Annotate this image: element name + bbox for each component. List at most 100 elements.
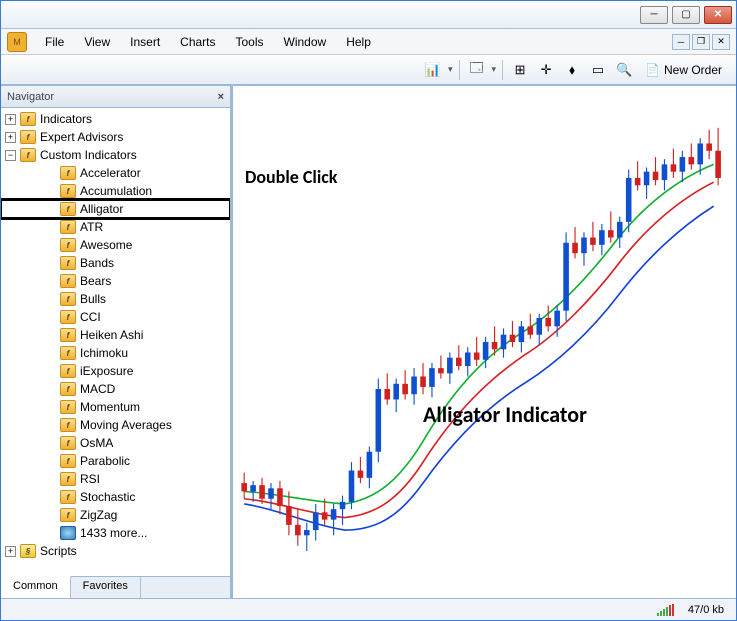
menu-charts[interactable]: Charts [170, 32, 225, 52]
tree-label: RSI [80, 472, 100, 486]
tester-icon[interactable]: 🔍 [613, 59, 635, 81]
tree-label: Accumulation [80, 184, 152, 198]
tab-common[interactable]: Common [1, 576, 71, 598]
candle-body [331, 509, 337, 519]
candle-body [688, 157, 694, 164]
indicator-icon: f [60, 508, 76, 522]
menu-view[interactable]: View [74, 32, 120, 52]
candle-body [420, 376, 426, 386]
tree-item-osma[interactable]: fOsMA [1, 434, 230, 452]
indicator-icon: f [20, 148, 36, 162]
candle-body [662, 164, 668, 180]
candle-body [340, 502, 346, 509]
candle-body [447, 358, 453, 374]
tree-node-scripts[interactable]: +§Scripts [1, 542, 230, 560]
candle-body [367, 452, 373, 478]
chart-area[interactable]: Double Click Alligator Indicator [233, 86, 736, 598]
candle-body [536, 318, 542, 335]
tree-label: ATR [80, 220, 103, 234]
menu-tools[interactable]: Tools [226, 32, 274, 52]
menu-help[interactable]: Help [336, 32, 381, 52]
tree-item-heiken-ashi[interactable]: f Heiken Ashi [1, 326, 230, 344]
menu-window[interactable]: Window [274, 32, 337, 52]
tree-node-indicators[interactable]: +fIndicators [1, 110, 230, 128]
mdi-restore-button[interactable]: ❐ [692, 34, 710, 50]
titlebar: ─ ▢ ✕ [1, 1, 736, 29]
candle-body [438, 368, 444, 373]
tree-label: Momentum [80, 400, 140, 414]
tree-label: ZigZag [80, 508, 117, 522]
tree-item-cci[interactable]: fCCI [1, 308, 230, 326]
mdi-close-button[interactable]: ✕ [712, 34, 730, 50]
terminal-icon[interactable]: ▭ [587, 59, 609, 81]
candle-body [590, 238, 596, 245]
tree-item-momentum[interactable]: fMomentum [1, 398, 230, 416]
tree-label: Heiken Ashi [80, 328, 143, 342]
expander-icon[interactable]: − [5, 150, 16, 161]
close-button[interactable]: ✕ [704, 6, 732, 24]
expander-icon[interactable]: + [5, 132, 16, 143]
tree-item-ichimoku[interactable]: fIchimoku [1, 344, 230, 362]
tree-node-custom-indicators[interactable]: −fCustom Indicators [1, 146, 230, 164]
tree-label: Moving Averages [80, 418, 172, 432]
tree-item-atr[interactable]: fATR [1, 218, 230, 236]
new-order-icon: 📄 [645, 63, 660, 77]
candle-body [653, 172, 659, 180]
candle-body [483, 342, 489, 360]
tree-item-parabolic[interactable]: fParabolic [1, 452, 230, 470]
candle-body [572, 243, 578, 253]
navigator-close-icon[interactable]: × [218, 91, 224, 103]
tree-item-rsi[interactable]: fRSI [1, 470, 230, 488]
tree-label: iExposure [80, 364, 133, 378]
mdi-minimize-button[interactable]: ─ [672, 34, 690, 50]
indicator-icon: f [60, 202, 76, 216]
tree-item-alligator[interactable]: f Alligator [1, 200, 230, 218]
tab-favorites[interactable]: Favorites [71, 577, 141, 598]
market-watch-icon[interactable]: ⊞ [509, 59, 531, 81]
profiles-icon[interactable]: 🗔 [466, 59, 488, 81]
tree-item-stochastic[interactable]: fStochastic [1, 488, 230, 506]
tree-item-awesome[interactable]: fAwesome [1, 236, 230, 254]
candle-body [501, 335, 507, 350]
candle-body [581, 238, 587, 254]
tree-label: Expert Advisors [40, 130, 123, 144]
new-order-button[interactable]: 📄 New Order [639, 61, 728, 79]
navigator-tree[interactable]: +fIndicators+fExpert Advisors−fCustom In… [1, 108, 230, 576]
tree-label: Alligator [80, 202, 123, 216]
indicator-icon: f [60, 328, 76, 342]
candle-body [295, 525, 301, 535]
minimize-button[interactable]: ─ [640, 6, 668, 24]
indicator-icon: f [60, 238, 76, 252]
maximize-button[interactable]: ▢ [672, 6, 700, 24]
indicator-icon: f [60, 184, 76, 198]
candle-body [358, 471, 364, 478]
new-chart-icon[interactable]: 📊 [422, 59, 444, 81]
menu-file[interactable]: File [35, 32, 74, 52]
indicator-icon: f [60, 436, 76, 450]
candle-body [349, 471, 355, 502]
tree-item-moving-averages[interactable]: fMoving Averages [1, 416, 230, 434]
tree-item-macd[interactable]: fMACD [1, 380, 230, 398]
tree-item-bears[interactable]: fBears [1, 272, 230, 290]
tree-label: Scripts [40, 544, 77, 558]
tree-item-iexposure[interactable]: fiExposure [1, 362, 230, 380]
candle-body [277, 488, 283, 506]
tree-item-more[interactable]: 1433 more... [1, 524, 230, 542]
candle-body [465, 352, 471, 366]
expander-icon[interactable]: + [5, 546, 16, 557]
tree-item-accumulation[interactable]: f Accumulation [1, 182, 230, 200]
tree-node-expert-advisors[interactable]: +fExpert Advisors [1, 128, 230, 146]
tree-item-accelerator[interactable]: fAccelerator [1, 164, 230, 182]
candle-body [384, 389, 390, 399]
candle-body [528, 326, 534, 334]
candle-body [286, 506, 292, 525]
tree-item-bulls[interactable]: fBulls [1, 290, 230, 308]
app-icon: M [7, 32, 27, 52]
menu-insert[interactable]: Insert [120, 32, 170, 52]
toolbar: 📊 ▾ 🗔 ▾ ⊞ ✛ ⬧ ▭ 🔍 📄 New Order [1, 55, 736, 85]
crosshair-icon[interactable]: ✛ [535, 59, 557, 81]
tree-item-bands[interactable]: fBands [1, 254, 230, 272]
navigator-icon[interactable]: ⬧ [561, 59, 583, 81]
expander-icon[interactable]: + [5, 114, 16, 125]
tree-item-zigzag[interactable]: f ZigZag [1, 506, 230, 524]
